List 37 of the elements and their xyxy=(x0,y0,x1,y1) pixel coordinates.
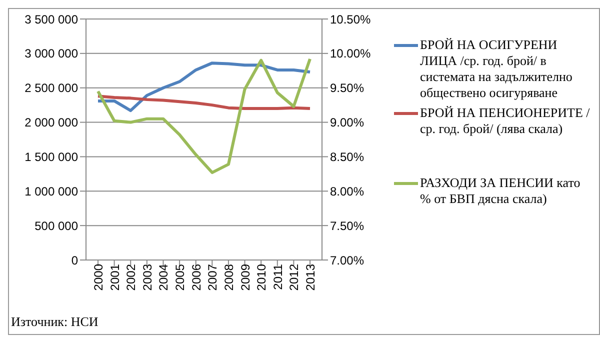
x-tick-label: 2000 xyxy=(92,264,106,291)
x-tick-label: 2006 xyxy=(189,264,204,291)
y2-tick-label: 10.00% xyxy=(330,46,372,61)
x-tick-label: 2010 xyxy=(254,264,269,291)
x-tick-label: 2005 xyxy=(173,264,188,291)
x-tick-label: 2004 xyxy=(156,264,171,291)
legend-label: РАЗХОДИ ЗА ПЕНСИИ като % от БВП дясна скала) xyxy=(420,175,582,207)
x-tick-label: 2011 xyxy=(270,264,285,290)
x-tick-label: 2009 xyxy=(238,264,252,291)
line-series xyxy=(96,57,312,174)
line-series xyxy=(96,94,312,110)
y2-tick-label: 9.50% xyxy=(330,81,364,96)
x-tick-label: 2007 xyxy=(206,264,220,291)
y-tick-label: 500 000 xyxy=(34,218,78,233)
x-tick-label: 2002 xyxy=(124,264,138,291)
line-series xyxy=(96,62,312,112)
y-tick-label: 3 000 000 xyxy=(24,46,78,61)
y-tick-label: 1 500 000 xyxy=(24,150,78,164)
y-tick-label: 1 000 000 xyxy=(24,184,78,198)
x-tick-label: 2003 xyxy=(140,264,154,291)
legend-label: БРОЙ НА ОСИГУРЕНИ ЛИЦА /ср. год. брой/ в системата на задължително обществено осигуряване xyxy=(420,37,574,101)
y2-tick-label: 8.00% xyxy=(330,184,364,198)
y2-tick-label: 10.50% xyxy=(330,12,372,26)
y-tick-label: 2 000 000 xyxy=(24,116,78,130)
x-tick-label: 2013 xyxy=(304,264,318,291)
y2-tick-label: 8.50% xyxy=(330,150,364,164)
y-tick-label: 2 500 000 xyxy=(24,81,78,96)
x-tick-label: 2001 xyxy=(108,264,122,291)
y2-tick-label: 7.00% xyxy=(330,253,364,268)
legend-label: БРОЙ НА ПЕНСИОНЕРИТЕ /ср. год. брой/ (лява скала) xyxy=(420,105,591,137)
text: Източник: НСИ xyxy=(11,314,98,330)
y-tick-label: 0 xyxy=(71,253,78,268)
y2-tick-label: 7.50% xyxy=(330,218,364,233)
x-tick-label: 2008 xyxy=(222,264,236,291)
y2-tick-label: 9.00% xyxy=(330,116,364,130)
x-tick-label: 2012 xyxy=(287,264,302,291)
y-tick-label: 3 500 000 xyxy=(24,12,78,26)
